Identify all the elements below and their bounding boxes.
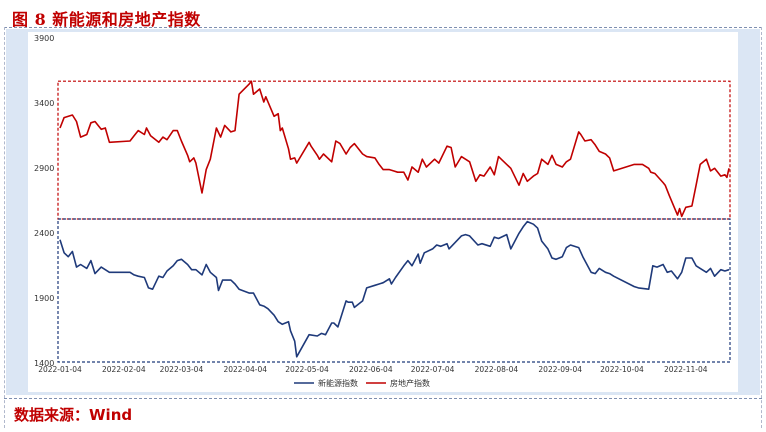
x-tick-label: 2022-07-04 bbox=[411, 365, 455, 374]
top-divider bbox=[4, 27, 762, 28]
x-tick-label: 2022-08-04 bbox=[475, 365, 519, 374]
y-tick-label: 3900 bbox=[34, 34, 54, 43]
chart-frame bbox=[6, 29, 760, 395]
x-tick-label: 2022-10-04 bbox=[600, 365, 644, 374]
highlight-box-real-estate bbox=[57, 80, 731, 220]
x-tick-label: 2022-01-04 bbox=[38, 365, 82, 374]
x-tick-label: 2022-05-04 bbox=[285, 365, 329, 374]
y-tick-label: 2900 bbox=[34, 164, 54, 173]
x-tick-label: 2022-03-04 bbox=[160, 365, 204, 374]
x-tick-label: 2022-02-04 bbox=[102, 365, 146, 374]
legend-label: 房地产指数 bbox=[390, 378, 430, 388]
x-tick-label: 2022-09-04 bbox=[538, 365, 582, 374]
chart-title: 图 8 新能源和房地产指数 bbox=[12, 10, 201, 29]
source-note: 数据来源：Wind bbox=[14, 406, 133, 424]
right-divider bbox=[761, 27, 762, 428]
highlight-box-new-energy bbox=[57, 218, 731, 363]
y-tick-label: 3400 bbox=[34, 99, 54, 108]
legend-label: 新能源指数 bbox=[318, 378, 358, 388]
series-line-new-energy bbox=[59, 220, 730, 358]
x-tick-label: 2022-06-04 bbox=[349, 365, 393, 374]
y-tick-label: 2400 bbox=[34, 229, 54, 238]
bottom-divider bbox=[4, 398, 762, 399]
y-tick-label: 1400 bbox=[34, 359, 54, 368]
x-tick-label: 2022-04-04 bbox=[223, 365, 267, 374]
left-divider bbox=[4, 27, 5, 428]
series-line-real-estate bbox=[59, 80, 730, 218]
x-tick-label: 2022-11-04 bbox=[664, 365, 708, 374]
plot-area-background bbox=[28, 32, 738, 392]
y-tick-label: 1900 bbox=[34, 294, 54, 303]
